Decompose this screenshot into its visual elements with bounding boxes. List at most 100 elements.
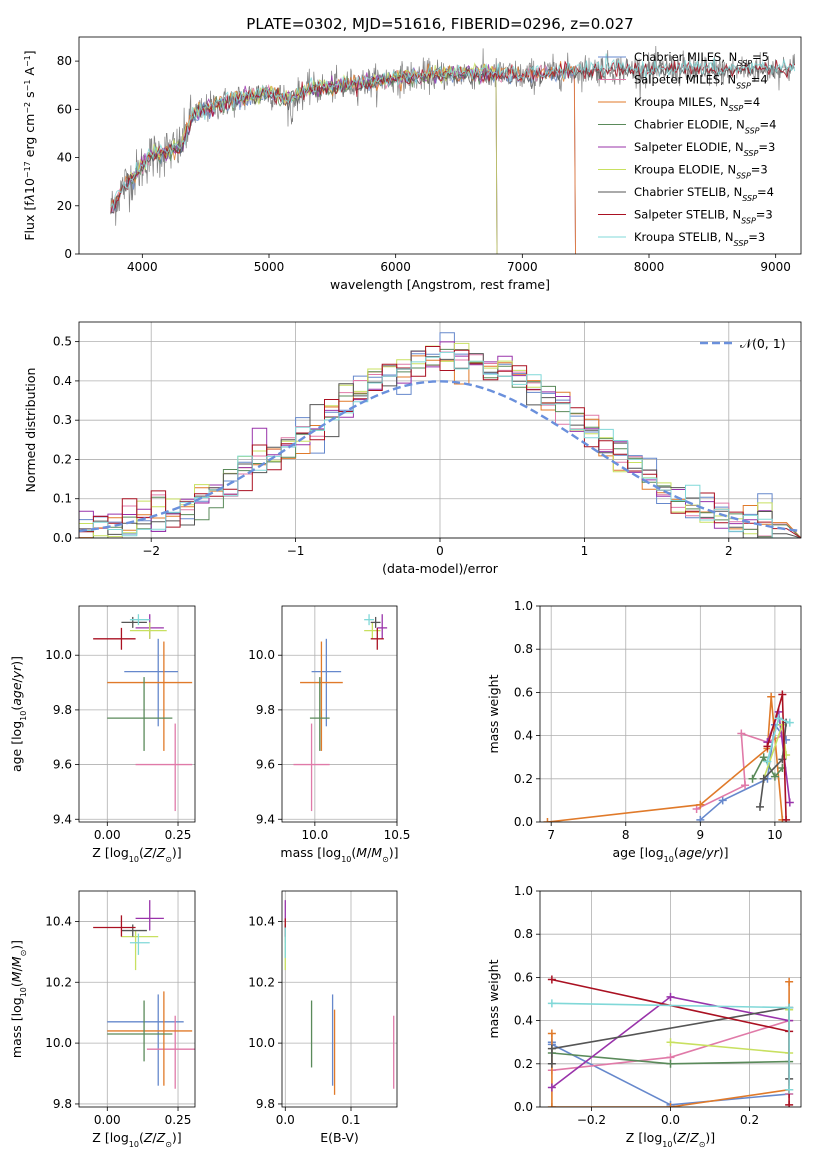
y-tick-label: 10.2 xyxy=(248,975,275,989)
y-tick-label: 0.6 xyxy=(514,685,533,699)
axes-frame xyxy=(281,605,398,823)
x-tick-label: 8000 xyxy=(634,260,665,274)
mass-weight-marker xyxy=(767,692,776,701)
y-tick-label: 9.6 xyxy=(53,758,72,772)
errorbar-point xyxy=(121,924,147,937)
y-tick-label: 10.4 xyxy=(248,914,275,928)
legend-label: Salpeter STELIB, NSSP=3 xyxy=(634,208,773,226)
model-spectrum-line xyxy=(129,64,498,254)
y-axis-label: age [log10(age/yr)] xyxy=(9,656,28,772)
errorbar-plot-area xyxy=(93,614,193,812)
legend-label: Kroupa ELODIE, NSSP=3 xyxy=(634,163,768,181)
x-tick-label: 9 xyxy=(697,828,705,842)
x-axis-label: Z [log10(Z/Z⊙)] xyxy=(92,845,181,864)
legend-label: Kroupa MILES, NSSP=4 xyxy=(634,95,760,113)
errorbar-point xyxy=(107,994,184,1086)
mass-weight-series-line xyxy=(751,755,784,780)
legend-label: Chabrier ELODIE, NSSP=4 xyxy=(634,118,776,136)
x-tick-label: 0.2 xyxy=(740,1113,759,1127)
mass-weight-marker xyxy=(547,999,556,1008)
mass-weight-marker xyxy=(763,757,772,766)
x-tick-label: 8 xyxy=(622,828,630,842)
mass-weight-marker xyxy=(785,1085,794,1094)
y-tick-label: 0.0 xyxy=(514,815,533,829)
y-tick-label: 1.0 xyxy=(514,884,533,898)
errorbar-plot-area xyxy=(93,900,195,1089)
mass-weight-vs-Z-panel: −0.2 0.0 0.2 0.0 0.2 0.4 0.6 0.8 1.0 Z [log10(Z/Z… xyxy=(486,884,802,1149)
x-tick-label: 9000 xyxy=(760,260,791,274)
errorbar-point xyxy=(121,616,147,628)
model-spectrum-line xyxy=(110,53,796,209)
errorbar-point xyxy=(129,614,150,626)
x-tick-label: 0.25 xyxy=(165,828,192,842)
x-axis-label: (data-model)/error xyxy=(382,561,499,576)
spectrum-plot-area xyxy=(110,45,796,254)
mass-vs-Z-panel: 0.00 0.25 9.8 10.0 10.2 10.4 Z [log10(Z/Z⊙)] ma… xyxy=(9,890,196,1149)
y-tick-label: 9.8 xyxy=(53,1097,72,1111)
age-vs-Z-panel: 0.00 0.25 9.4 9.6 9.8 10.0 Z [log10(Z/Z⊙)] age … xyxy=(9,605,196,864)
y-tick-label: 60 xyxy=(57,102,72,116)
errorbar-plot-area xyxy=(293,614,388,812)
mass-weight-marker xyxy=(782,815,791,822)
y-axis-label: mass weight xyxy=(486,674,501,753)
x-axis-label: Z [log10(Z/Z⊙)] xyxy=(92,1130,181,1149)
legend-label: 𝒩(0, 1) xyxy=(740,336,786,351)
y-tick-label: 0.8 xyxy=(514,927,533,941)
errorbar-point xyxy=(129,622,167,639)
x-tick-label: −0.2 xyxy=(577,1113,606,1127)
x-axis-label: mass [log10(M/M⊙)] xyxy=(280,845,398,864)
x-tick-label: 2 xyxy=(725,544,733,558)
y-tick-label: 20 xyxy=(57,199,72,213)
errorbar-point xyxy=(364,622,381,639)
y-tick-label: 9.6 xyxy=(256,758,275,772)
x-axis-label: E(B-V) xyxy=(320,1130,359,1145)
x-tick-label: 0.25 xyxy=(165,1113,192,1127)
axes-frame xyxy=(78,890,196,1108)
errorbar-point xyxy=(293,723,330,812)
y-tick-label: 9.4 xyxy=(256,812,275,826)
axes-frame xyxy=(78,605,196,823)
errorbar-point xyxy=(370,616,381,628)
y-tick-label: 10.0 xyxy=(45,1036,72,1050)
mass-weight-marker xyxy=(785,798,794,807)
x-tick-label: 0.0 xyxy=(661,1113,680,1127)
errorbar-point xyxy=(135,723,193,812)
x-tick-label: 10.0 xyxy=(301,828,328,842)
spectrum-legend: Chabrier MILES, NSSP=5 Salpeter MILES, NS… xyxy=(598,50,776,248)
x-tick-label: 6000 xyxy=(380,260,411,274)
x-tick-label: −1 xyxy=(287,544,305,558)
errorbar-point xyxy=(107,641,193,751)
residuals-panel: −2 −1 0 1 2 0.0 0.1 0.2 0.3 0.4 0.5 (data-model)/er… xyxy=(23,321,802,576)
y-tick-label: 0.5 xyxy=(53,335,72,349)
x-tick-label: 4000 xyxy=(127,260,158,274)
x-tick-label: −2 xyxy=(142,544,160,558)
errorbar-point xyxy=(364,614,374,626)
mass-weight-marker xyxy=(696,800,705,809)
errorbar-point xyxy=(377,614,388,639)
plot-panels: 4000 5000 6000 7000 8000 9000020406080wavelen… xyxy=(9,36,802,1149)
mass-weight-marker xyxy=(666,1103,675,1107)
y-tick-label: 0.4 xyxy=(514,1014,533,1028)
mass-weight-marker xyxy=(778,690,787,699)
mass-weight-marker xyxy=(547,1044,556,1053)
mass-weight-marker xyxy=(774,714,783,723)
observed-spectrum-line xyxy=(110,45,796,226)
errorbar-point xyxy=(309,677,330,751)
errorbar-point xyxy=(93,915,136,937)
errorbar-point xyxy=(129,933,150,955)
y-tick-label: 0.2 xyxy=(514,772,533,786)
figure-title: PLATE=0302, MJD=51616, FIBERID=0296, z=0… xyxy=(246,15,633,33)
y-tick-label: 10.0 xyxy=(45,648,72,662)
mass-weight-marker xyxy=(770,772,779,781)
mass-weight-marker xyxy=(785,718,794,727)
x-tick-label: 0.1 xyxy=(341,1113,360,1127)
x-tick-label: 7 xyxy=(547,828,555,842)
mass-weight-vs-age-panel: 7 8 9 10 0.0 0.2 0.4 0.6 0.8 1.0 age [log10(age/yr… xyxy=(486,599,802,864)
residual-histogram-step xyxy=(79,351,801,538)
y-tick-label: 0.2 xyxy=(514,1057,533,1071)
errorbar-point xyxy=(300,641,343,751)
errorbar-point xyxy=(107,677,173,751)
errorbar-point xyxy=(107,991,193,1086)
mass-weight-marker xyxy=(755,802,764,811)
mass-weight-marker xyxy=(741,781,750,790)
